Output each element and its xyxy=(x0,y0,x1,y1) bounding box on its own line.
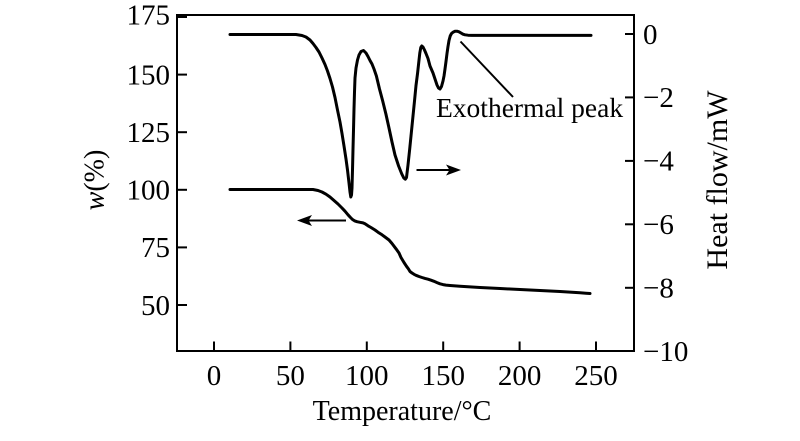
svg-text:50: 50 xyxy=(141,290,170,322)
svg-text:Exothermal peak: Exothermal peak xyxy=(436,92,623,123)
svg-text:−6: −6 xyxy=(643,209,674,241)
svg-text:w(%): w(%) xyxy=(80,150,111,211)
svg-text:250: 250 xyxy=(574,360,618,392)
svg-text:0: 0 xyxy=(643,19,658,51)
svg-text:100: 100 xyxy=(345,360,389,392)
svg-text:200: 200 xyxy=(498,360,542,392)
svg-text:50: 50 xyxy=(276,360,305,392)
svg-text:Heat flow/mW: Heat flow/mW xyxy=(701,90,734,270)
svg-text:75: 75 xyxy=(141,232,170,264)
svg-text:125: 125 xyxy=(127,117,171,149)
svg-text:−8: −8 xyxy=(643,273,674,305)
svg-text:Temperature/°C: Temperature/°C xyxy=(313,396,492,427)
svg-text:0: 0 xyxy=(207,360,222,392)
svg-text:150: 150 xyxy=(421,360,465,392)
svg-text:175: 175 xyxy=(127,0,171,32)
svg-text:−2: −2 xyxy=(643,82,674,114)
svg-text:−10: −10 xyxy=(643,336,688,368)
svg-text:−4: −4 xyxy=(643,146,674,178)
svg-text:100: 100 xyxy=(127,175,171,207)
svg-text:150: 150 xyxy=(127,59,171,91)
